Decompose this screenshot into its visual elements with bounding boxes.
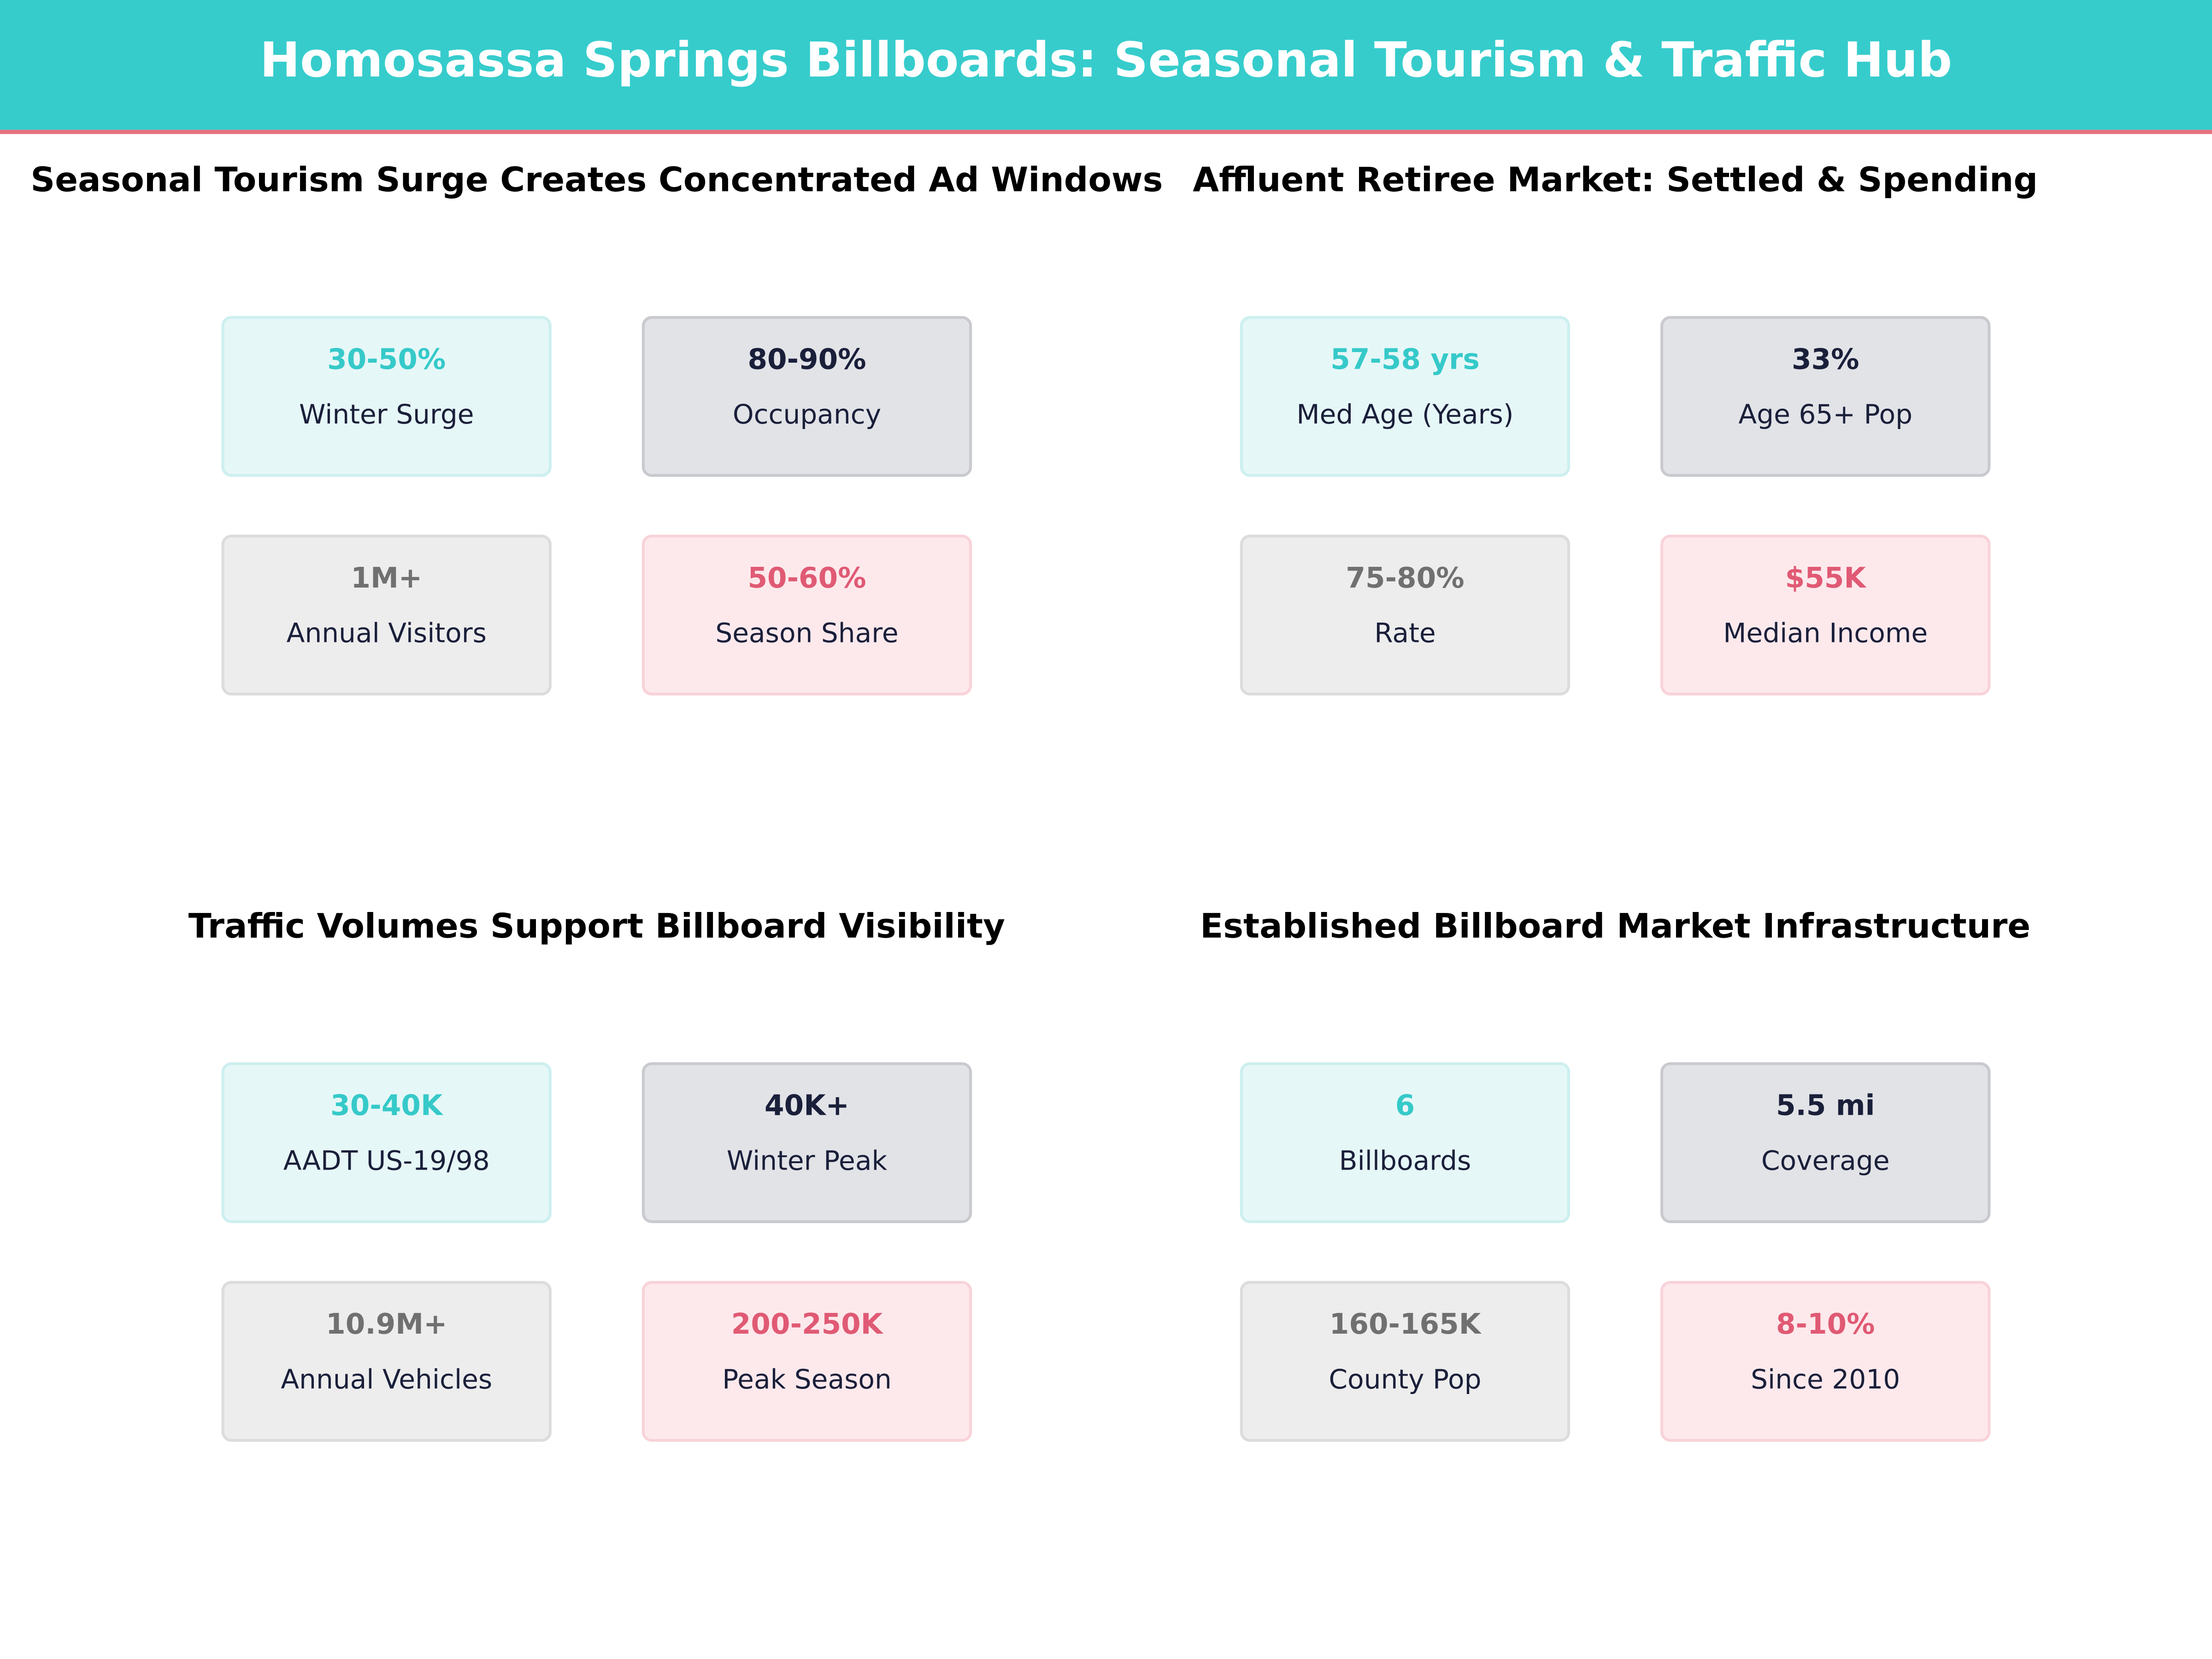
stat-card: [641, 316, 972, 477]
stat-value: 33%: [1792, 343, 1859, 376]
stat-value: 80-90%: [747, 343, 866, 376]
stat-value: 30-50%: [327, 343, 446, 376]
stat-label: Age 65+ Pop: [1738, 399, 1912, 430]
stat-card: [641, 535, 972, 696]
stat-label: Median Income: [1723, 618, 1928, 649]
stat-card: [1240, 535, 1571, 696]
stat-label: Annual Vehicles: [281, 1364, 492, 1395]
stat-card: [641, 1281, 972, 1442]
stat-card: [1240, 316, 1571, 477]
stat-value: $55K: [1785, 562, 1867, 594]
stat-value: 6: [1395, 1089, 1415, 1122]
stat-card: [1660, 535, 1991, 696]
stat-value: 10.9M+: [326, 1308, 447, 1341]
stat-label: Peak Season: [722, 1364, 892, 1395]
stat-label: Occupancy: [733, 399, 881, 430]
stat-label: County Pop: [1329, 1364, 1481, 1395]
header-rule: [0, 129, 2212, 134]
panel-title: Established Billboard Market Infrastruct…: [1200, 906, 2030, 946]
stat-value: 8-10%: [1776, 1308, 1875, 1341]
panel-title: Affluent Retiree Market: Settled & Spend…: [1193, 160, 2038, 200]
stat-value: 200-250K: [731, 1308, 884, 1341]
stat-value: 5.5 mi: [1776, 1089, 1875, 1122]
stat-card: [221, 1062, 552, 1224]
stat-label: Winter Peak: [727, 1145, 888, 1177]
stat-value: 1M+: [351, 562, 422, 594]
stat-card: [221, 1281, 552, 1442]
panel-title: Seasonal Tourism Surge Creates Concentra…: [30, 160, 1163, 200]
stat-card: [1660, 316, 1991, 477]
stat-card: [221, 316, 552, 477]
stat-label: Winter Surge: [299, 399, 474, 430]
stat-label: Annual Visitors: [287, 618, 487, 649]
stat-card: [1660, 1062, 1991, 1224]
stat-card: [1660, 1281, 1991, 1442]
stat-label: Coverage: [1761, 1145, 1890, 1177]
stat-card: [1240, 1281, 1571, 1442]
stat-label: Med Age (Years): [1296, 399, 1513, 430]
header-bar: [0, 0, 2212, 130]
stat-value: 30-40K: [330, 1089, 444, 1122]
stat-value: 160-165K: [1330, 1308, 1482, 1341]
panel-title: Traffic Volumes Support Billboard Visibi…: [188, 906, 1005, 946]
stat-label: AADT US-19/98: [283, 1145, 490, 1177]
stat-card: [1240, 1062, 1571, 1224]
stat-value: 50-60%: [747, 562, 866, 594]
stat-label: Since 2010: [1751, 1364, 1900, 1395]
stat-label: Rate: [1374, 618, 1435, 649]
page-title: Homosassa Springs Billboards: Seasonal T…: [260, 32, 1952, 88]
stat-value: 57-58 yrs: [1330, 343, 1480, 376]
stat-value: 75-80%: [1346, 562, 1464, 594]
stat-label: Billboards: [1339, 1145, 1471, 1177]
stat-card: [641, 1062, 972, 1224]
stat-label: Season Share: [715, 618, 898, 649]
stat-card: [221, 535, 552, 696]
stat-value: 40K+: [765, 1089, 849, 1122]
